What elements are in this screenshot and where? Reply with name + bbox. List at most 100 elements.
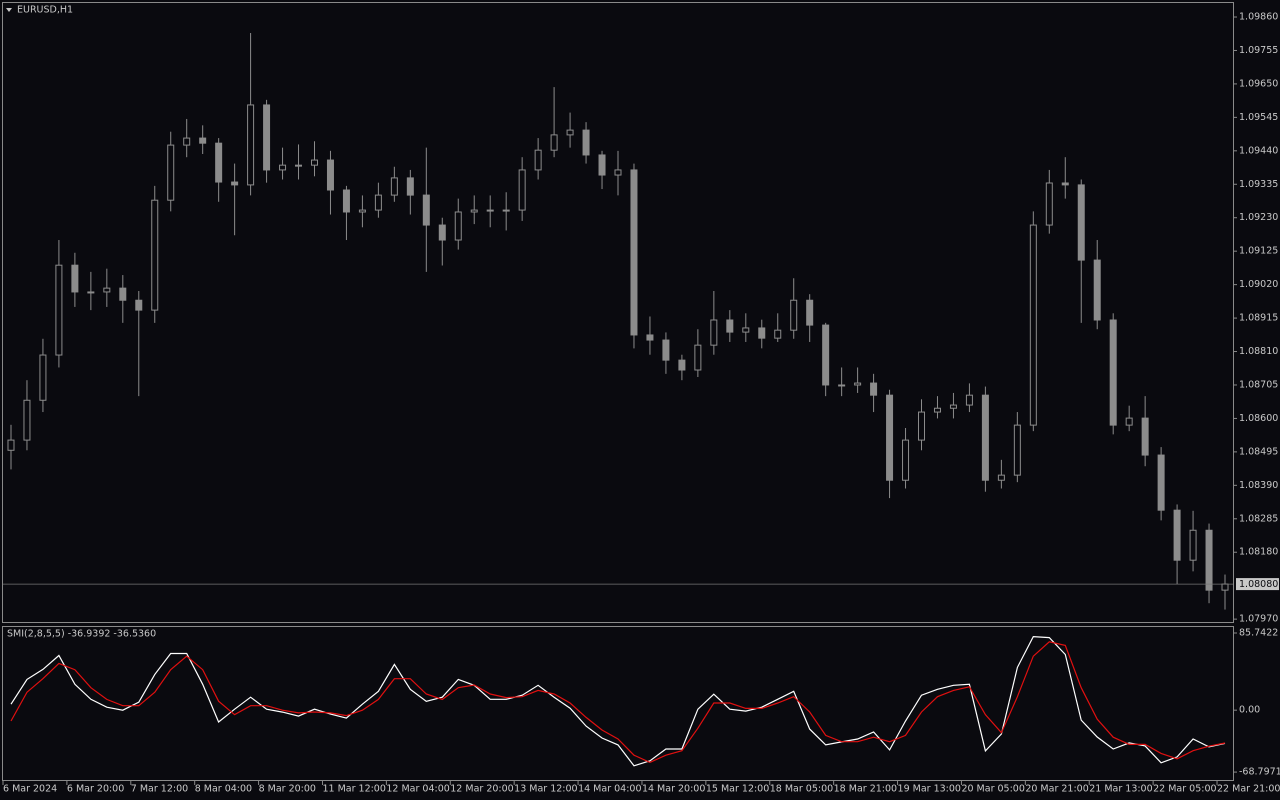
candle-body [486,209,494,212]
y-tick-label: 1.09440 [1239,145,1278,156]
x-tick-label: 11 Mar 12:00 [322,784,385,795]
candle-body [247,104,255,186]
candle-body [326,159,334,191]
y-tick-label: 1.08810 [1239,346,1278,357]
y-tick-label: 1.08705 [1239,379,1278,390]
candle-body [870,382,878,396]
y-tick-label: 1.09650 [1239,78,1278,89]
candle-body [1157,454,1165,511]
x-tick-label: 19 Mar 13:00 [898,784,961,795]
candle-body [566,129,574,136]
candle-body [662,339,670,361]
candle-body [1061,182,1069,186]
y-tick-label: 1.09020 [1239,279,1278,290]
candle-body [135,299,143,311]
candle-body [7,439,15,451]
y-tick-label: 1.09335 [1239,179,1278,190]
candle-body [806,299,814,326]
main-pane-frame [2,2,1234,623]
y-tick-label: 1.09755 [1239,45,1278,56]
y-tick-label: 1.09860 [1239,12,1278,23]
current-price-box [1236,578,1279,591]
candle-body [518,169,526,211]
y-tick-label: 1.08915 [1239,313,1278,324]
y-tick-label: 1.09230 [1239,212,1278,223]
candle-body [534,149,542,171]
x-tick-label: 8 Mar 04:00 [195,784,252,795]
candle-body [646,334,654,341]
candle-body [1029,224,1037,426]
candle-body [758,327,766,339]
candle-body [598,154,606,176]
x-tick-label: 7 Mar 12:00 [131,784,188,795]
candle-body [279,164,287,171]
candle-body [310,159,318,166]
indicator-line [10,635,1226,767]
x-tick-label: 8 Mar 20:00 [259,784,316,795]
chart-title: EURUSD,H1 [17,5,73,16]
candle-body [438,224,446,241]
candle-body [614,169,622,176]
candle-body [119,287,127,301]
candle-body [790,299,798,331]
current-price-label: 1.08080 [1239,579,1278,590]
y-tick-label: 1.08285 [1239,513,1278,524]
candle-body [342,189,350,213]
candle-body [774,329,782,339]
x-tick-label: 18 Mar 05:00 [770,784,833,795]
candle-body [726,319,734,333]
indicator-title: SMI(2,8,5,5) -36.9392 -36.5360 [7,629,156,640]
candle-body [965,394,973,406]
candle-body [87,291,95,294]
x-tick-label: 20 Mar 21:00 [1025,784,1088,795]
candle-body [1205,529,1213,591]
candle-body [151,199,159,311]
candle-body [502,209,510,212]
indicator-pane-frame [2,626,1234,781]
candle-body [215,142,223,183]
candle-body [1093,259,1101,321]
candle-body [582,129,590,156]
menu-arrow[interactable] [6,8,12,12]
candle-body [23,399,31,441]
candle-body [1109,319,1117,426]
candle-body [742,327,750,333]
y-tick-label: 0.00 [1239,705,1260,716]
candle-body [678,359,686,371]
candle-body [1221,583,1229,591]
x-tick-label: 14 Mar 20:00 [642,784,705,795]
candle-body [406,177,414,196]
candle-body [1045,182,1053,226]
y-tick-label: 1.09125 [1239,246,1278,257]
x-tick-label: 12 Mar 04:00 [386,784,449,795]
candle-body [199,137,207,144]
x-tick-label: 6 Mar 2024 [3,784,57,795]
candle-body [55,264,63,356]
candle-body [183,137,191,146]
candle-body [231,181,239,186]
y-tick-label: 85.7422 [1239,627,1278,638]
candle-body [838,384,846,387]
candle-body [263,104,271,171]
candle-body [949,404,957,409]
y-tick-label: 1.08180 [1239,547,1278,558]
x-tick-label: 22 Mar 05:00 [1153,784,1216,795]
x-tick-label: 13 Mar 12:00 [514,784,577,795]
y-tick-label: 1.08600 [1239,413,1278,424]
candle-body [630,169,638,336]
candle-body [854,382,862,386]
indicator-line [10,641,1226,764]
candle-body [374,194,382,211]
candle-body [694,344,702,371]
x-tick-label: 12 Mar 20:00 [450,784,513,795]
candle-body [1173,509,1181,561]
x-tick-label: 21 Mar 13:00 [1089,784,1152,795]
candle-body [295,164,303,167]
candle-body [1125,417,1133,426]
candle-body [1141,417,1149,456]
y-tick-label: 1.08495 [1239,446,1278,457]
candle-body [71,264,79,293]
candle-body [422,194,430,226]
